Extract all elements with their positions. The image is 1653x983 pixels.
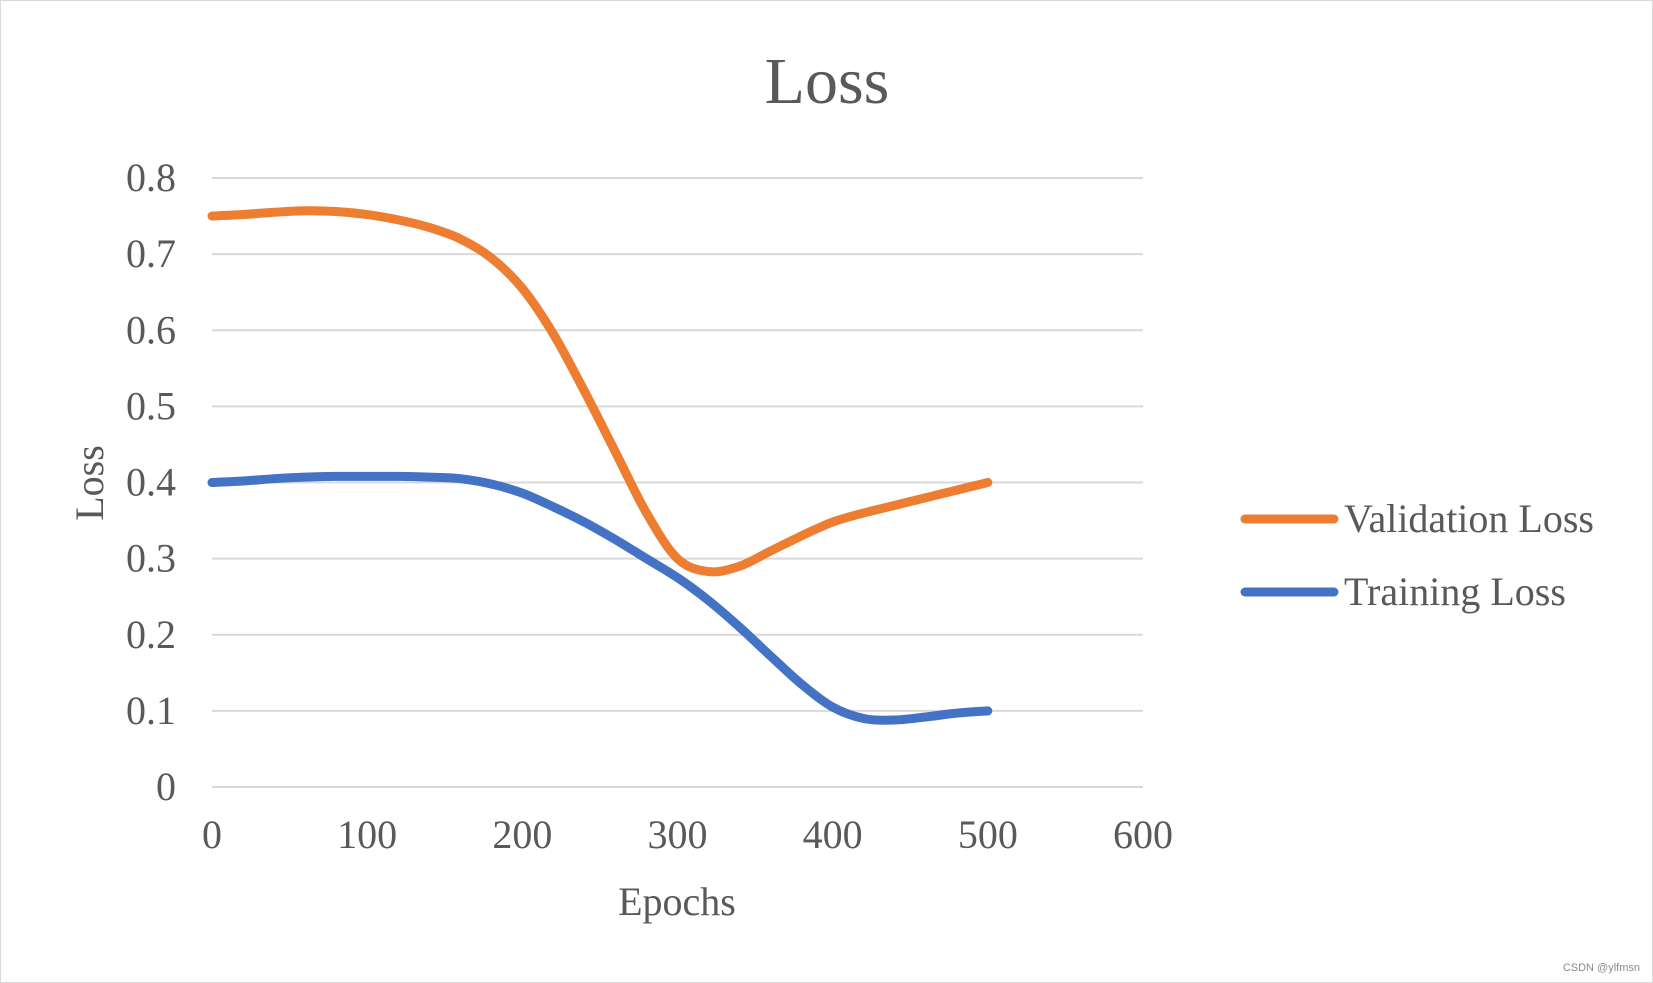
x-tick-label: 300	[648, 812, 708, 857]
y-tick-label: 0.7	[126, 231, 176, 276]
x-axis-tick-labels: 0 100 200 300 400 500 600	[202, 812, 1173, 857]
gridlines	[212, 177, 1143, 788]
legend-label-validation-loss: Validation Loss	[1344, 496, 1594, 541]
x-tick-label: 100	[337, 812, 397, 857]
legend-label-training-loss: Training Loss	[1344, 569, 1566, 614]
x-tick-label: 600	[1113, 812, 1173, 857]
watermark: CSDN @ylfmsn	[1562, 962, 1640, 974]
series-line-validation-loss	[207, 206, 993, 577]
series-line-training-loss	[207, 471, 993, 725]
y-tick-label: 0.6	[126, 307, 176, 352]
y-axis-tick-labels: 0 0.1 0.2 0.3 0.4 0.5 0.6 0.7 0.8	[126, 155, 176, 809]
y-tick-label: 0.4	[126, 460, 176, 505]
series-lines	[207, 206, 993, 725]
y-axis-label: Loss	[67, 445, 112, 521]
y-tick-label: 0.5	[126, 383, 176, 428]
chart-title: Loss	[765, 45, 890, 118]
x-tick-label: 200	[492, 812, 552, 857]
y-tick-label: 0.3	[126, 536, 176, 581]
y-tick-label: 0.1	[126, 688, 176, 733]
legend: Validation Loss Training Loss	[1240, 496, 1594, 614]
y-tick-label: 0.2	[126, 612, 176, 657]
y-tick-label: 0	[156, 764, 176, 809]
x-tick-label: 0	[202, 812, 222, 857]
x-tick-label: 400	[803, 812, 863, 857]
x-axis-label: Epochs	[618, 879, 736, 924]
y-tick-label: 0.8	[126, 155, 176, 200]
x-tick-label: 500	[958, 812, 1018, 857]
